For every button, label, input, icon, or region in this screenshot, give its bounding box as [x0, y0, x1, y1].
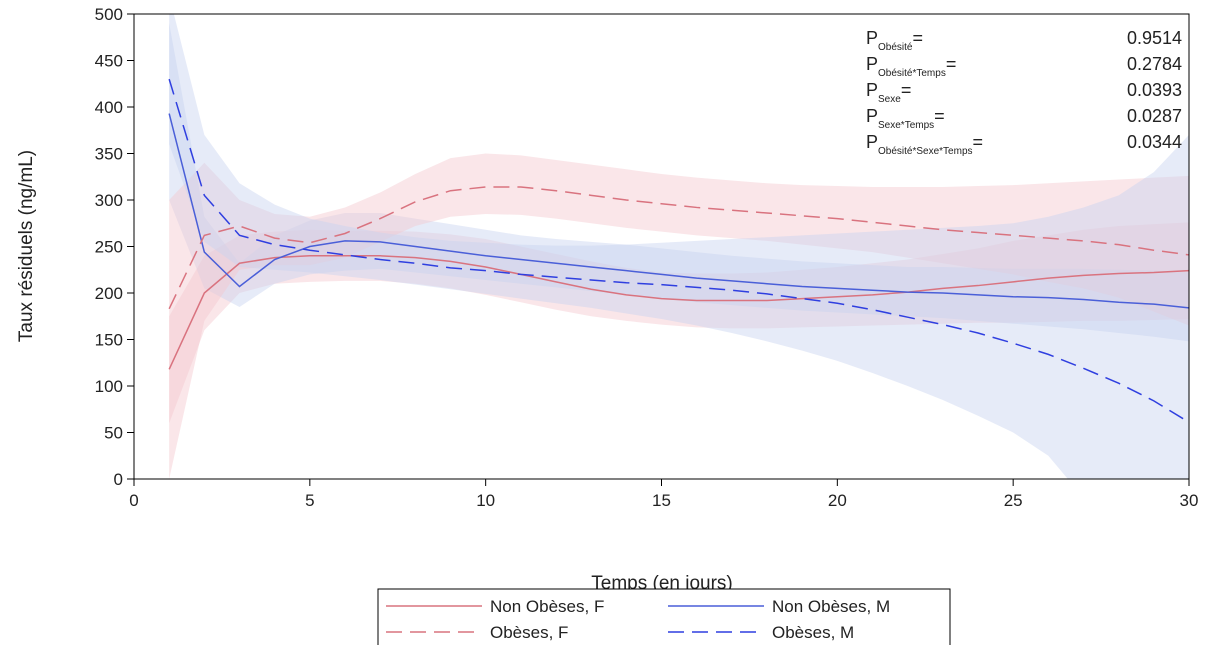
y-tick-label: 500	[95, 5, 123, 24]
p-symbol: P	[866, 132, 878, 152]
p-value-row: PSexe*Temps= 0.0287	[866, 106, 1182, 131]
p-equals: =	[934, 106, 945, 126]
x-tick-label: 30	[1180, 491, 1199, 510]
p-equals: =	[912, 28, 923, 48]
legend-label: Non Obèses, F	[490, 597, 604, 616]
legend-box	[377, 588, 951, 647]
legend-item-obeses-f: Obèses, F	[386, 623, 568, 642]
p-value: 0.0393	[1127, 80, 1182, 100]
x-tick-label: 20	[828, 491, 847, 510]
y-axis-label: Taux résiduels (ng/mL)	[16, 150, 37, 342]
p-subscript: Obésité*Temps	[878, 68, 946, 79]
x-tick-label: 5	[305, 491, 314, 510]
y-tick-label: 400	[95, 98, 123, 117]
x-tick-label: 15	[652, 491, 671, 510]
p-equals: =	[901, 80, 912, 100]
p-value-label: PSexe*Temps=	[866, 106, 945, 131]
p-subscript: Obésité*Sexe*Temps	[878, 146, 973, 157]
p-subscript: Sexe	[878, 94, 901, 105]
legend-label: Non Obèses, M	[772, 597, 890, 616]
band-non-obeses-f	[169, 222, 1189, 424]
x-tick-label: 25	[1004, 491, 1023, 510]
x-tick-label: 10	[476, 491, 495, 510]
p-symbol: P	[866, 80, 878, 100]
y-tick-label: 50	[104, 424, 123, 443]
p-symbol: P	[866, 28, 878, 48]
y-tick-label: 200	[95, 284, 123, 303]
legend-item-non-obeses-f: Non Obèses, F	[386, 597, 604, 616]
p-value: 0.0287	[1127, 106, 1182, 126]
p-value-label: PObésité*Temps=	[866, 54, 956, 79]
p-symbol: P	[866, 106, 878, 126]
y-axis: 0 50 100 150 200 250 300 350 400 450 500	[95, 5, 134, 489]
p-value-label: PSexe=	[866, 80, 911, 105]
p-value-row: PObésité*Sexe*Temps= 0.0344	[866, 132, 1182, 157]
legend: Non Obèses, F Non Obèses, M Obèses, F Obèse…	[377, 588, 951, 647]
x-tick-label: 0	[129, 491, 138, 510]
series-line-obeses-m	[168, 78, 1189, 423]
p-value-row: PSexe= 0.0393	[866, 80, 1182, 105]
p-equals: =	[946, 54, 957, 74]
series-line-non-obeses-m	[168, 113, 1189, 309]
series-line-non-obeses-f	[168, 255, 1189, 370]
p-equals: =	[973, 132, 984, 152]
band-obeses-f	[169, 153, 1189, 479]
y-tick-label: 350	[95, 145, 123, 164]
x-axis: 0 5 10 15 20 25 30	[129, 479, 1198, 510]
y-tick-label: 250	[95, 238, 123, 257]
p-value: 0.9514	[1127, 28, 1182, 48]
y-tick-label: 450	[95, 52, 123, 71]
y-tick-label: 300	[95, 191, 123, 210]
series-lines	[168, 78, 1189, 423]
series-line-obeses-f	[168, 186, 1189, 310]
p-value-label: PObésité=	[866, 28, 923, 53]
legend-item-obeses-m: Obèses, M	[668, 623, 854, 642]
legend-item-non-obeses-m: Non Obèses, M	[668, 597, 890, 616]
p-symbol: P	[866, 54, 878, 74]
legend-label: Obèses, F	[490, 623, 568, 642]
p-value-label: PObésité*Sexe*Temps=	[866, 132, 983, 157]
p-subscript: Obésité	[878, 42, 913, 53]
p-value: 0.2784	[1127, 54, 1182, 74]
y-tick-label: 150	[95, 331, 123, 350]
p-value-row: PObésité= 0.9514	[866, 28, 1182, 53]
p-subscript: Sexe*Temps	[878, 120, 934, 131]
p-value: 0.0344	[1127, 132, 1182, 152]
band-non-obeses-m	[169, 23, 1189, 342]
p-value-row: PObésité*Temps= 0.2784	[866, 54, 1182, 79]
legend-label: Obèses, M	[772, 623, 854, 642]
confidence-bands	[169, 14, 1189, 479]
y-tick-label: 100	[95, 377, 123, 396]
band-obeses-m	[169, 14, 1189, 479]
y-tick-label: 0	[114, 470, 123, 489]
